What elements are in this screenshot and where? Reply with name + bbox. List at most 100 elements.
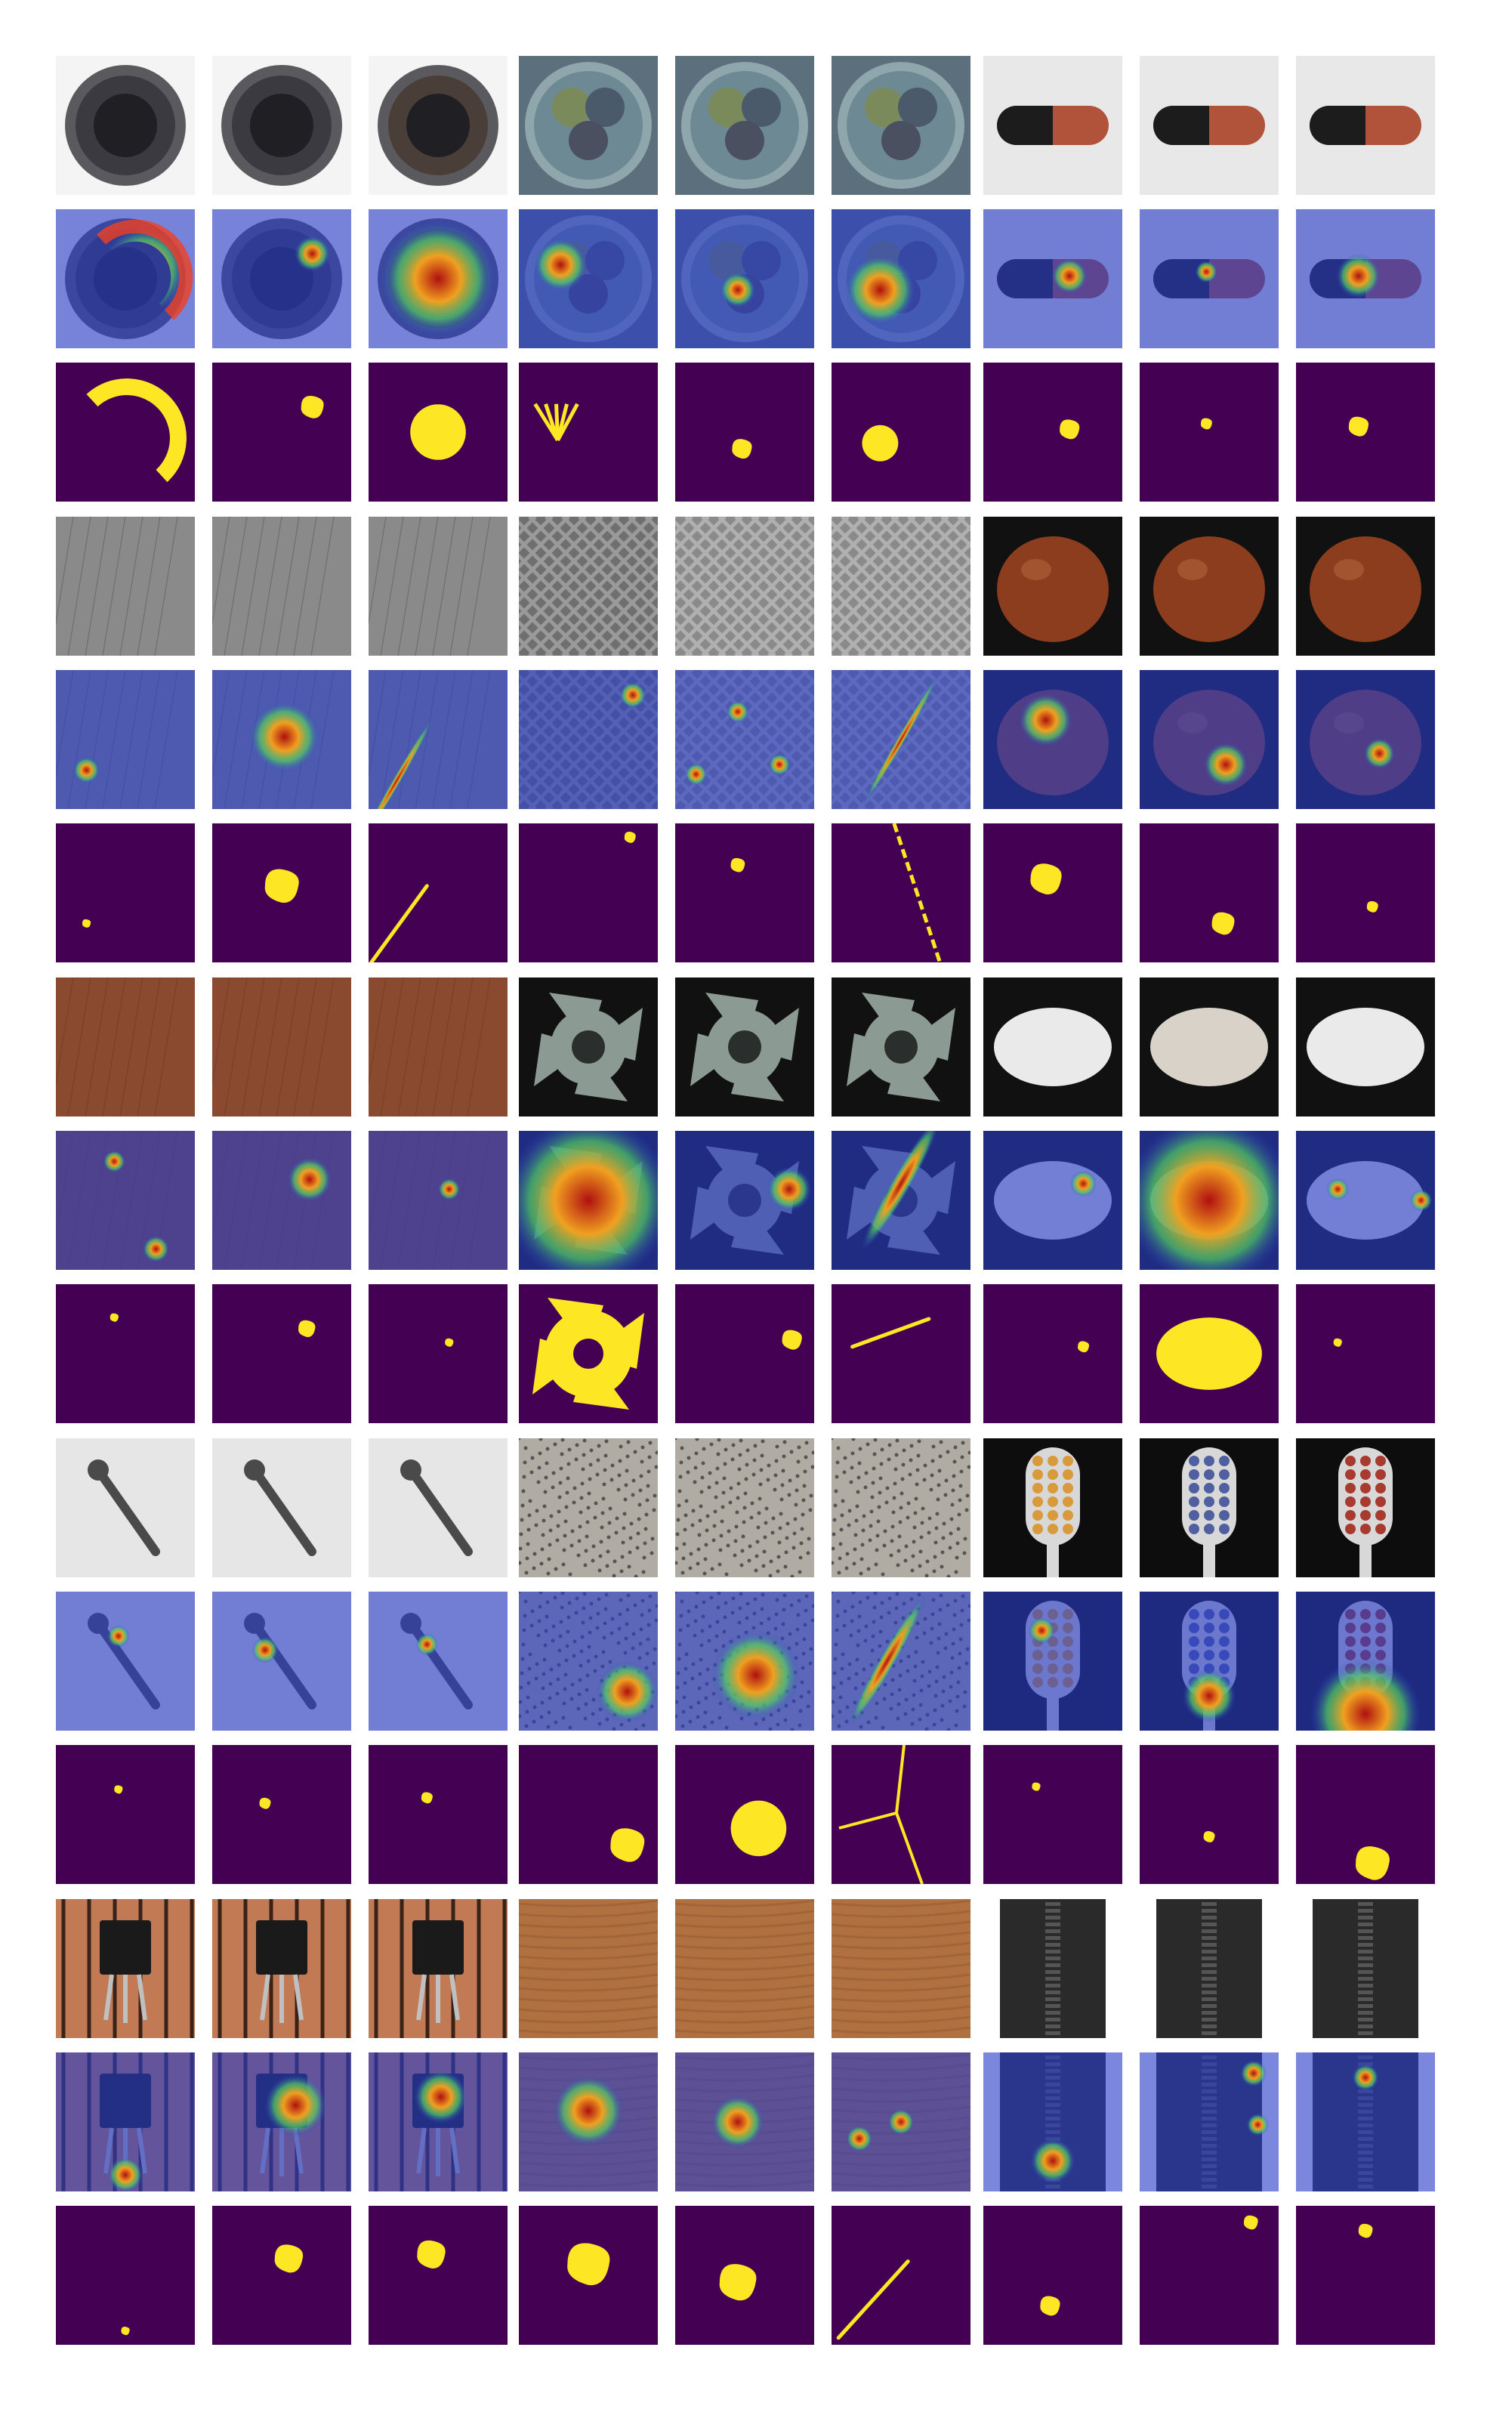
toothbrush-sample-1-heatmap — [983, 1592, 1122, 1731]
pill-sample-2-image — [1140, 977, 1279, 1116]
cable-sample-3-image-graphic — [832, 56, 970, 195]
toothbrush-sample-2-image — [1140, 1438, 1279, 1577]
carpet-sample-3-image-graphic — [369, 517, 508, 656]
tile-sample-3-heatmap — [832, 1592, 970, 1731]
toothbrush-sample-1-mask — [983, 1745, 1122, 1884]
capsule-sample-2-mask-graphic — [1140, 363, 1279, 502]
pill-sample-2-heatmap — [1140, 1131, 1279, 1270]
capsule-sample-1-heatmap — [983, 209, 1122, 348]
capsule-sample-2-image — [1140, 56, 1279, 195]
carpet-sample-3-heatmap — [369, 670, 508, 809]
screw-sample-3-image — [369, 1438, 508, 1577]
screw-sample-1-image — [56, 1438, 195, 1577]
leather-sample-2-mask-graphic — [212, 1284, 351, 1423]
metal-nut-sample-2-mask — [675, 1284, 814, 1423]
tile-sample-1-image — [519, 1438, 658, 1577]
capsule-sample-3-mask-graphic — [1296, 363, 1435, 502]
toothbrush-sample-1-heatmap-graphic — [983, 1592, 1122, 1731]
grid-sample-1-mask-graphic — [519, 823, 658, 962]
metal-nut-sample-2-heatmap — [675, 1131, 814, 1270]
metal-nut-sample-3-mask — [832, 1284, 970, 1423]
toothbrush-sample-3-image-graphic — [1296, 1438, 1435, 1577]
wood-sample-3-mask — [832, 2206, 970, 2345]
carpet-sample-3-heatmap-graphic — [369, 670, 508, 809]
metal-nut-sample-3-heatmap — [832, 1131, 970, 1270]
transistor-sample-1-image-graphic — [56, 1899, 195, 2038]
wood-sample-2-image-graphic — [675, 1899, 814, 2038]
grid-sample-2-image — [675, 517, 814, 656]
bottle-sample-3-image-graphic — [369, 56, 508, 195]
pill-sample-3-image — [1296, 977, 1435, 1116]
screw-sample-3-heatmap-graphic — [369, 1592, 508, 1731]
screw-sample-2-image — [212, 1438, 351, 1577]
grid-sample-3-mask-graphic — [832, 823, 970, 962]
bottle-sample-2-mask — [212, 363, 351, 502]
leather-sample-2-image — [212, 977, 351, 1116]
tile-sample-1-heatmap-graphic — [519, 1592, 658, 1731]
screw-sample-1-mask-graphic — [56, 1745, 195, 1884]
screw-sample-1-image-graphic — [56, 1438, 195, 1577]
wood-sample-3-image — [832, 1899, 970, 2038]
zipper-sample-3-heatmap — [1296, 2052, 1435, 2191]
transistor-sample-1-image — [56, 1899, 195, 2038]
toothbrush-sample-2-mask-graphic — [1140, 1745, 1279, 1884]
hazelnut-sample-1-heatmap — [983, 670, 1122, 809]
zipper-sample-2-image-graphic — [1140, 1899, 1279, 2038]
carpet-sample-1-mask — [56, 823, 195, 962]
transistor-sample-3-heatmap — [369, 2052, 508, 2191]
transistor-sample-3-image — [369, 1899, 508, 2038]
grid-sample-2-mask-graphic — [675, 823, 814, 962]
cable-sample-2-image-graphic — [675, 56, 814, 195]
tile-sample-2-heatmap — [675, 1592, 814, 1731]
zipper-sample-3-image — [1296, 1899, 1435, 2038]
tile-sample-1-mask — [519, 1745, 658, 1884]
carpet-sample-2-mask-graphic — [212, 823, 351, 962]
grid-sample-2-image-graphic — [675, 517, 814, 656]
bottle-sample-3-heatmap — [369, 209, 508, 348]
grid-sample-3-image — [832, 517, 970, 656]
wood-sample-1-heatmap — [519, 2052, 658, 2191]
wood-sample-3-heatmap — [832, 2052, 970, 2191]
metal-nut-sample-1-heatmap — [519, 1131, 658, 1270]
screw-sample-3-mask — [369, 1745, 508, 1884]
pill-sample-3-image-graphic — [1296, 977, 1435, 1116]
cable-sample-3-mask — [832, 363, 970, 502]
wood-sample-3-image-graphic — [832, 1899, 970, 2038]
hazelnut-sample-1-image — [983, 517, 1122, 656]
wood-sample-2-mask — [675, 2206, 814, 2345]
tile-sample-3-heatmap-graphic — [832, 1592, 970, 1731]
leather-sample-2-heatmap-graphic — [212, 1131, 351, 1270]
carpet-sample-1-image-graphic — [56, 517, 195, 656]
metal-nut-sample-3-image-graphic — [832, 977, 970, 1116]
pill-sample-2-heatmap-graphic — [1140, 1131, 1279, 1270]
hazelnut-sample-1-heatmap-graphic — [983, 670, 1122, 809]
carpet-sample-2-heatmap-graphic — [212, 670, 351, 809]
capsule-sample-3-mask — [1296, 363, 1435, 502]
metal-nut-sample-2-heatmap-graphic — [675, 1131, 814, 1270]
hazelnut-sample-2-heatmap-graphic — [1140, 670, 1279, 809]
carpet-sample-2-image-graphic — [212, 517, 351, 656]
pill-sample-1-heatmap-graphic — [983, 1131, 1122, 1270]
screw-sample-2-image-graphic — [212, 1438, 351, 1577]
pill-sample-1-image-graphic — [983, 977, 1122, 1116]
zipper-sample-1-mask — [983, 2206, 1122, 2345]
capsule-sample-3-image — [1296, 56, 1435, 195]
screw-sample-1-mask — [56, 1745, 195, 1884]
carpet-sample-2-mask — [212, 823, 351, 962]
metal-nut-sample-3-mask-graphic — [832, 1284, 970, 1423]
wood-sample-1-heatmap-graphic — [519, 2052, 658, 2191]
pill-sample-2-mask — [1140, 1284, 1279, 1423]
bottle-sample-2-heatmap — [212, 209, 351, 348]
bottle-sample-1-heatmap — [56, 209, 195, 348]
metal-nut-sample-1-heatmap-graphic — [519, 1131, 658, 1270]
leather-sample-3-heatmap — [369, 1131, 508, 1270]
screw-sample-2-heatmap-graphic — [212, 1592, 351, 1731]
capsule-sample-2-mask — [1140, 363, 1279, 502]
zipper-sample-3-mask-graphic — [1296, 2206, 1435, 2345]
transistor-sample-2-mask-graphic — [212, 2206, 351, 2345]
tile-sample-1-image-graphic — [519, 1438, 658, 1577]
screw-sample-1-heatmap-graphic — [56, 1592, 195, 1731]
grid-sample-1-image-graphic — [519, 517, 658, 656]
transistor-sample-1-heatmap — [56, 2052, 195, 2191]
